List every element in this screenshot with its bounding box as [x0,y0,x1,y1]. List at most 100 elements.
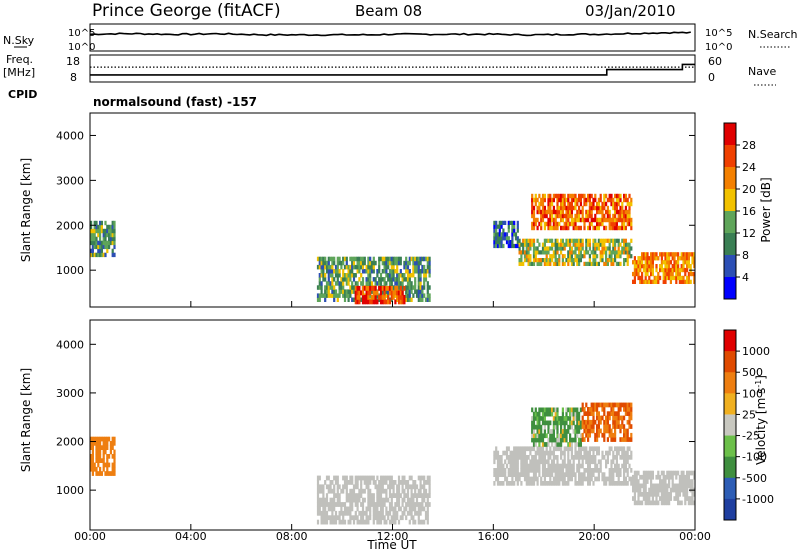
data-cell [606,197,609,203]
data-cell [560,193,563,199]
data-cell [504,468,507,473]
data-cell [554,476,557,482]
data-cell [597,238,600,243]
data-cell [354,502,357,507]
data-cell [495,240,498,245]
data-cell [619,242,622,247]
data-cell [545,450,548,456]
data-cell [551,450,554,456]
data-cell [684,487,687,493]
data-cell [426,506,429,512]
data-cell [549,455,552,460]
data-cell [505,236,509,241]
data-cell [621,415,624,421]
data-cell [111,462,114,468]
data-cell [588,261,591,266]
data-cell [423,281,426,286]
data-cell [318,475,321,481]
data-cell [628,193,631,199]
data-cell [569,411,572,417]
data-cell [646,496,649,501]
data-cell [387,515,390,521]
data-cell [356,506,359,512]
data-cell [534,472,537,477]
data-cell [608,424,611,429]
data-cell [639,260,642,265]
data-cell [651,474,654,480]
data-cell [648,256,651,261]
data-cell [637,264,640,269]
data-cell [540,416,543,421]
data-cell [541,450,545,456]
data-cell [587,242,590,247]
data-cell [612,242,615,247]
data-cell [556,209,559,215]
data-cell [498,459,501,465]
data-cell [523,476,527,482]
data-cell [111,441,114,446]
data-cell [626,468,629,473]
data-cell [617,472,620,477]
data-cell [554,246,557,251]
data-cell [543,225,546,231]
data-cell [538,433,541,439]
data-cell [500,236,503,241]
data-cell [336,260,339,266]
colorbar-swatch [724,498,736,521]
data-cell [351,264,354,270]
data-cell [390,515,393,521]
data-cell [113,252,116,258]
data-cell [347,510,350,516]
data-cell [390,273,393,278]
data-cell [614,402,617,408]
data-cell [320,488,323,494]
data-cell [532,217,536,223]
data-cell [360,475,363,481]
data-cell [551,217,554,223]
data-cell [569,254,572,259]
data-cell [320,281,323,286]
data-cell [93,240,96,246]
data-cell [412,480,415,485]
data-cell [333,493,336,498]
data-cell [588,209,591,215]
data-cell [552,450,555,456]
data-cell [687,279,690,284]
data-cell [417,293,420,298]
data-cell [601,242,604,247]
data-cell [624,411,627,416]
data-cell [90,436,93,442]
data-cell [621,250,624,255]
data-cell [345,475,348,481]
data-cell [496,481,500,486]
data-cell [370,260,374,266]
data-cell [623,213,626,219]
data-cell [336,480,339,485]
data-cell [653,483,656,489]
data-cell [406,260,410,266]
data-cell [495,476,498,482]
data-cell [367,260,370,266]
site-title: Prince George (fitACF) [92,1,281,21]
data-cell [419,475,422,481]
data-cell [104,441,107,446]
data-cell [496,450,500,456]
data-cell [522,261,525,266]
data-cell [405,256,408,262]
data-cell [581,213,584,219]
data-cell [666,256,669,261]
data-cell [520,450,523,456]
data-cell [358,294,361,300]
data-cell [594,459,597,465]
data-cell [628,419,631,425]
data-cell [610,437,613,442]
data-cell [556,455,559,460]
data-cell [334,273,338,278]
data-cell [605,463,608,469]
data-cell [399,480,402,485]
data-cell [90,228,93,234]
data-cell [502,450,505,456]
data-cell [585,424,588,429]
data-cell [91,436,94,442]
data-cell [540,225,543,231]
